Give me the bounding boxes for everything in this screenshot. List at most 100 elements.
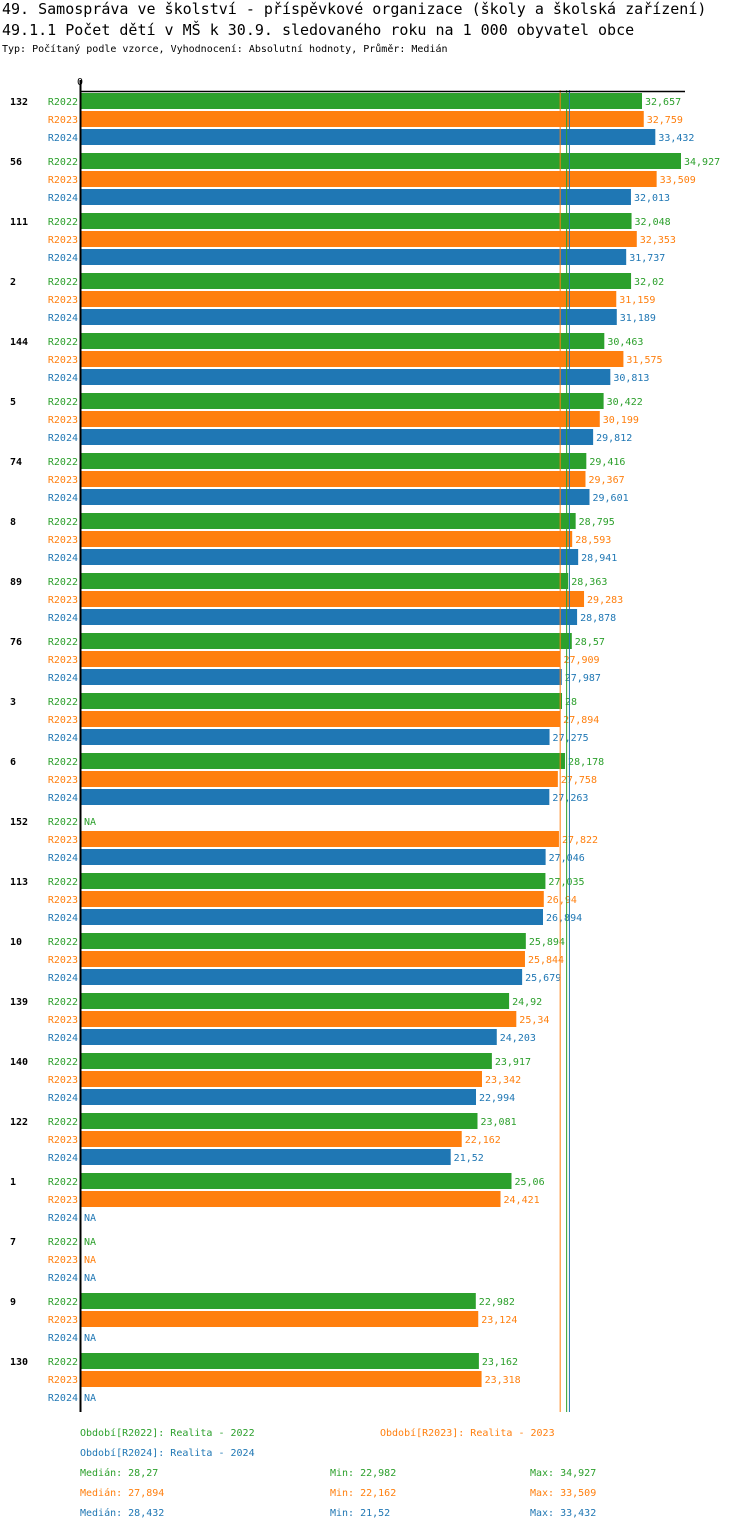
series-label: R2022 [48, 757, 78, 768]
bar [81, 129, 656, 145]
bar [81, 573, 569, 589]
bar [81, 393, 604, 409]
series-label: R2024 [48, 1333, 78, 1344]
data-label: 24,421 [504, 1195, 540, 1206]
series-label: R2023 [48, 1135, 78, 1146]
stat-max-r2024: Max: 33,432 [530, 1508, 597, 1519]
stat-median-r2023: Medián: 27,894 [80, 1488, 165, 1499]
series-label: R2022 [48, 97, 78, 108]
data-label: 28,593 [575, 535, 611, 546]
data-label: 27,909 [563, 655, 599, 666]
bar [81, 891, 544, 907]
data-label-na: NA [84, 1333, 96, 1344]
data-label: 23,081 [481, 1117, 517, 1128]
category-label: 1 [10, 1177, 16, 1188]
bar [81, 651, 561, 667]
bar [81, 1149, 451, 1165]
series-label: R2024 [48, 1033, 78, 1044]
series-label: R2024 [48, 793, 78, 804]
stat-min-r2024: Min: 21,52 [330, 1508, 391, 1519]
bar [81, 1071, 482, 1087]
data-label: 23,318 [485, 1375, 521, 1386]
data-label: 27,987 [565, 673, 601, 684]
series-label: R2024 [48, 1393, 78, 1404]
category-label: 8 [10, 517, 16, 528]
bar [81, 249, 627, 265]
series-label: R2024 [48, 1213, 78, 1224]
bar [81, 993, 510, 1009]
category-label: 3 [10, 697, 16, 708]
bar [81, 153, 681, 169]
series-label: R2022 [48, 937, 78, 948]
series-label: R2022 [48, 337, 78, 348]
bar [81, 1191, 501, 1207]
category-label: 132 [10, 97, 28, 108]
series-label: R2022 [48, 1117, 78, 1128]
data-label: 28,363 [571, 577, 607, 588]
stat-max-r2022: Max: 34,927 [530, 1468, 597, 1479]
data-label: 24,203 [500, 1033, 536, 1044]
data-label: 23,342 [485, 1075, 521, 1086]
data-label: 21,52 [454, 1153, 484, 1164]
legend-r2023: Období[R2023]: Realita - 2023 [380, 1428, 555, 1439]
series-label: R2023 [48, 895, 78, 906]
data-label: 32,657 [645, 97, 681, 108]
bar [81, 933, 526, 949]
data-label: 31,189 [620, 313, 656, 324]
category-label: 76 [10, 637, 22, 648]
data-label: 23,917 [495, 1057, 531, 1068]
series-label: R2022 [48, 1177, 78, 1188]
data-label: 28,57 [575, 637, 605, 648]
series-label: R2022 [48, 217, 78, 228]
data-label-na: NA [84, 1273, 96, 1284]
series-label: R2023 [48, 1255, 78, 1266]
bar [81, 849, 546, 865]
series-label: R2022 [48, 277, 78, 288]
data-label: 26,94 [547, 895, 577, 906]
data-label: 24,92 [512, 997, 542, 1008]
data-label: 25,844 [528, 955, 564, 966]
bar [81, 609, 578, 625]
data-label-na: NA [84, 817, 96, 828]
series-label: R2022 [48, 457, 78, 468]
bar [81, 189, 631, 205]
series-label: R2024 [48, 913, 78, 924]
category-label: 89 [10, 577, 22, 588]
series-label: R2024 [48, 1273, 78, 1284]
series-label: R2023 [48, 595, 78, 606]
bar [81, 753, 566, 769]
data-label: 29,812 [596, 433, 632, 444]
bar [81, 1353, 479, 1369]
series-label: R2022 [48, 817, 78, 828]
bar [81, 471, 586, 487]
series-label: R2024 [48, 313, 78, 324]
data-label: 28,941 [581, 553, 617, 564]
series-label: R2023 [48, 115, 78, 126]
bar [81, 1029, 497, 1045]
bar [81, 1053, 492, 1069]
series-label: R2023 [48, 295, 78, 306]
category-label: 144 [10, 337, 28, 348]
bar [81, 411, 600, 427]
data-label: 34,927 [684, 157, 720, 168]
bar [81, 909, 544, 925]
series-label: R2024 [48, 853, 78, 864]
series-label: R2023 [48, 1015, 78, 1026]
series-label: R2024 [48, 733, 78, 744]
bar [81, 333, 605, 349]
category-label: 111 [10, 217, 28, 228]
data-label: 27,275 [553, 733, 589, 744]
series-label: R2023 [48, 955, 78, 966]
data-label: 30,422 [607, 397, 643, 408]
series-label: R2022 [48, 1237, 78, 1248]
category-label: 7 [10, 1237, 16, 1248]
category-label: 130 [10, 1357, 28, 1368]
category-label: 9 [10, 1297, 16, 1308]
data-label: 25,34 [519, 1015, 549, 1026]
category-label: 122 [10, 1117, 28, 1128]
bar [81, 351, 624, 367]
bar [81, 309, 617, 325]
series-label: R2022 [48, 517, 78, 528]
chart-info: Typ: Počítaný podle vzorce, Vyhodnocení:… [2, 44, 448, 55]
